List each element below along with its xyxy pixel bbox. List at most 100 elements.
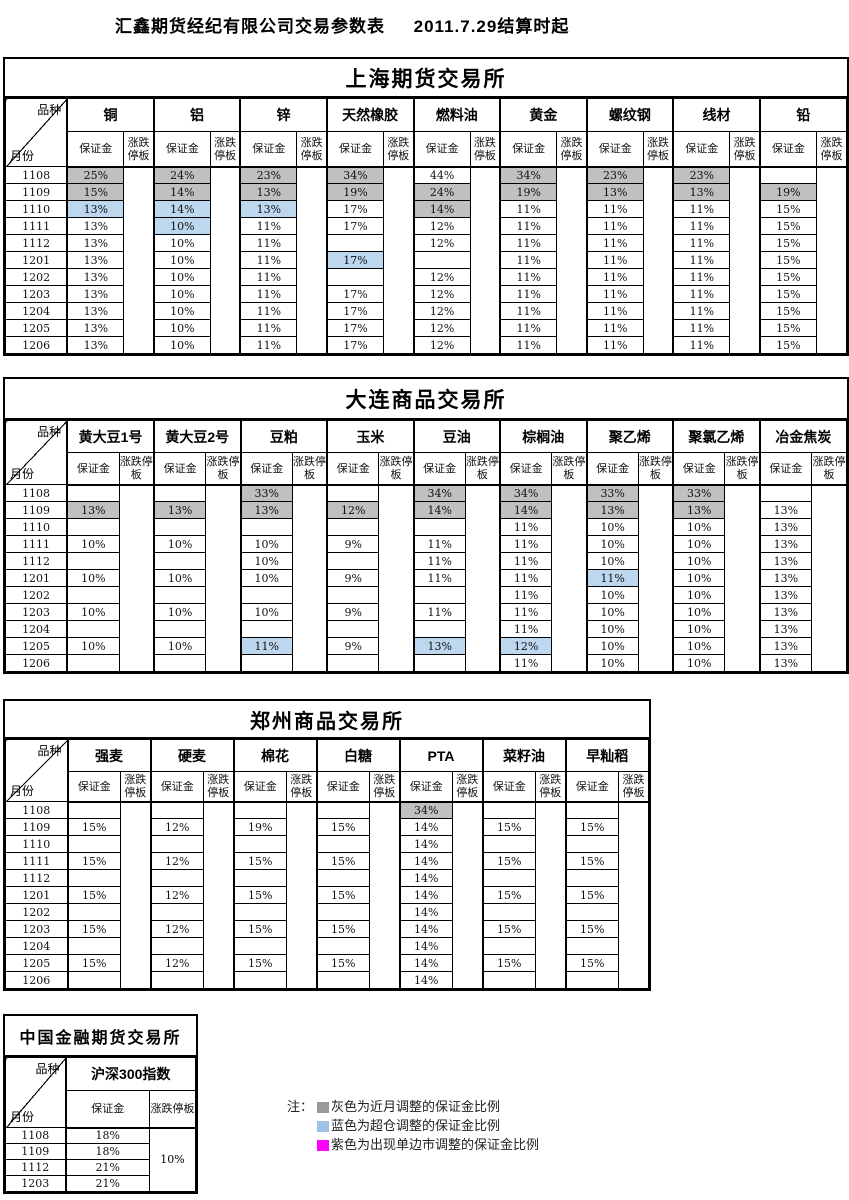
month-cell: 1203 bbox=[5, 1175, 67, 1192]
margin-cell: 11% bbox=[499, 285, 558, 303]
margin-col-header: 保证金 bbox=[66, 452, 120, 486]
limit-col-header: 涨跌停板 bbox=[464, 452, 501, 486]
margin-cell: 13% bbox=[758, 518, 813, 536]
margin-cell bbox=[232, 869, 287, 887]
limit-col-header: 涨跌停板 bbox=[291, 452, 328, 486]
margin-cell: 11% bbox=[239, 302, 298, 320]
legend-label: 注： bbox=[287, 1100, 314, 1115]
margin-col-header: 保证金 bbox=[398, 771, 453, 803]
margin-cell: 12% bbox=[412, 302, 471, 320]
limit-cell bbox=[729, 166, 761, 354]
margin-cell bbox=[412, 586, 466, 604]
margin-cell: 15% bbox=[315, 920, 370, 938]
margin-cell: 10% bbox=[672, 586, 726, 604]
commodity-header: 线材 bbox=[672, 98, 761, 132]
commodity-header: 铅 bbox=[758, 98, 847, 132]
margin-cell bbox=[481, 801, 536, 819]
margin-cell: 11% bbox=[672, 285, 731, 303]
margin-cell: 15% bbox=[232, 920, 287, 938]
margin-col-header: 保证金 bbox=[149, 771, 204, 803]
month-cell: 1201 bbox=[5, 886, 69, 904]
commodity-header: 铜 bbox=[66, 98, 155, 132]
margin-col-header: 保证金 bbox=[412, 452, 466, 486]
margin-cell: 15% bbox=[481, 954, 536, 972]
margin-cell: 13% bbox=[66, 319, 125, 337]
margin-cell: 13% bbox=[758, 603, 813, 621]
margin-cell bbox=[315, 903, 370, 921]
commodity-header: 沪深300指数 bbox=[64, 1057, 196, 1091]
margin-cell: 34% bbox=[499, 484, 553, 502]
margin-col-header: 保证金 bbox=[412, 131, 471, 168]
margin-cell bbox=[239, 620, 293, 638]
margin-cell bbox=[152, 552, 207, 570]
margin-cell bbox=[326, 620, 380, 638]
month-cell: 1109 bbox=[5, 818, 69, 836]
margin-cell: 10% bbox=[152, 268, 211, 286]
document-title: 汇鑫期货经纪有限公司交易参数表 2011.7.29结算时起 bbox=[115, 12, 569, 37]
margin-cell bbox=[564, 971, 619, 989]
month-cell: 1111 bbox=[5, 535, 69, 553]
margin-cell: 14% bbox=[412, 501, 466, 519]
margin-cell bbox=[152, 484, 207, 502]
commodity-header: PTA bbox=[398, 739, 483, 772]
margin-cell: 15% bbox=[66, 818, 121, 836]
limit-col-header: 涨跌停板 bbox=[556, 131, 588, 168]
margin-cell bbox=[66, 552, 120, 570]
margin-cell: 11% bbox=[499, 200, 558, 218]
legend-item: 紫色为出现单边市调整的保证金比例 bbox=[317, 1136, 539, 1155]
margin-cell: 15% bbox=[232, 954, 287, 972]
margin-cell: 11% bbox=[499, 654, 553, 672]
margin-cell: 15% bbox=[564, 886, 619, 904]
margin-cell: 10% bbox=[66, 569, 120, 587]
commodity-header: 玉米 bbox=[326, 420, 415, 453]
limit-col-header: 涨跌停板 bbox=[618, 771, 649, 803]
margin-cell bbox=[315, 801, 370, 819]
margin-cell: 15% bbox=[564, 954, 619, 972]
month-cell: 1108 bbox=[5, 484, 69, 502]
exchange-title: 上海期货交易所 bbox=[5, 59, 847, 98]
limit-cell bbox=[469, 166, 501, 354]
commodity-header: 强麦 bbox=[66, 739, 151, 772]
limit-col-header: 涨跌停板 bbox=[286, 771, 317, 803]
limit-col-header: 涨跌停板 bbox=[378, 452, 415, 486]
margin-col-header: 保证金 bbox=[585, 131, 644, 168]
margin-cell: 11% bbox=[585, 285, 644, 303]
margin-cell: 15% bbox=[481, 920, 536, 938]
margin-col-header: 保证金 bbox=[672, 452, 726, 486]
month-cell: 1108 bbox=[5, 166, 69, 184]
limit-col-header: 涨跌停板 bbox=[729, 131, 761, 168]
month-cell: 1205 bbox=[5, 637, 69, 655]
margin-cell: 13% bbox=[66, 251, 125, 269]
limit-cell bbox=[120, 801, 151, 989]
month-cell: 1204 bbox=[5, 620, 69, 638]
limit-col-header: 涨跌停板 bbox=[149, 1090, 196, 1129]
corner-header-cell: 品种 月份 bbox=[5, 1057, 67, 1128]
margin-cell: 15% bbox=[758, 217, 817, 235]
month-cell: 1206 bbox=[5, 971, 69, 989]
margin-col-header: 保证金 bbox=[499, 452, 553, 486]
limit-col-header: 涨跌停板 bbox=[815, 131, 848, 168]
margin-cell: 11% bbox=[412, 603, 466, 621]
margin-cell: 10% bbox=[152, 603, 207, 621]
margin-cell bbox=[412, 518, 466, 536]
margin-col-header: 保证金 bbox=[315, 771, 370, 803]
limit-col-header: 涨跌停板 bbox=[551, 452, 588, 486]
margin-cell bbox=[325, 268, 385, 286]
limit-col-header: 涨跌停板 bbox=[637, 452, 674, 486]
margin-cell: 15% bbox=[564, 818, 619, 836]
month-cell: 1205 bbox=[5, 954, 69, 972]
margin-cell: 11% bbox=[585, 302, 644, 320]
margin-col-header: 保证金 bbox=[239, 131, 298, 168]
legend-item: 蓝色为超仓调整的保证金比例 bbox=[317, 1117, 539, 1136]
margin-cell: 14% bbox=[398, 886, 453, 904]
margin-cell: 10% bbox=[585, 654, 639, 672]
margin-cell: 11% bbox=[672, 336, 731, 354]
margin-cell: 13% bbox=[239, 501, 293, 519]
limit-col-header: 涨跌停板 bbox=[120, 771, 151, 803]
margin-cell: 13% bbox=[758, 552, 813, 570]
limit-col-header: 涨跌停板 bbox=[123, 131, 155, 168]
margin-cell: 15% bbox=[758, 319, 817, 337]
margin-cell: 11% bbox=[672, 319, 731, 337]
margin-cell: 11% bbox=[585, 319, 644, 337]
